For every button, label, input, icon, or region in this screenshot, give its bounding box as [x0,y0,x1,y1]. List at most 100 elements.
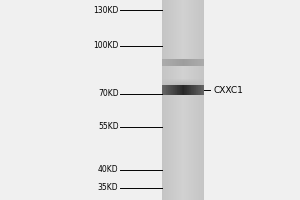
Bar [170,82,171,83]
Bar [178,81,179,82]
Bar [201,84,202,85]
Bar [192,80,193,81]
Bar [189,83,190,84]
Bar [187,81,188,82]
Bar [185,83,186,84]
Bar [164,59,165,66]
Bar [191,78,192,79]
Bar [195,84,196,85]
Bar [198,83,199,84]
Bar [188,59,189,66]
Bar [162,82,163,83]
Bar [178,80,179,81]
Bar [179,85,180,95]
Bar [164,78,165,79]
Bar [191,83,192,84]
Bar [183,79,184,80]
Bar [191,85,192,95]
Bar [197,82,198,83]
Bar [193,0,194,200]
Bar [203,84,204,85]
Bar [164,85,165,95]
Bar [196,59,197,66]
Bar [165,83,166,84]
Bar [185,59,186,66]
Bar [200,80,201,81]
Bar [171,0,172,200]
Bar [193,81,194,82]
Bar [169,85,170,95]
Bar [177,78,178,79]
Bar [188,82,189,83]
Bar [168,79,169,80]
Bar [184,0,185,200]
Bar [170,80,171,81]
Bar [181,79,182,80]
Bar [184,83,185,84]
Bar [187,79,188,80]
Bar [182,0,183,200]
Bar [198,82,199,83]
Bar [193,80,194,81]
Bar [169,83,170,84]
Bar [191,0,192,200]
Bar [179,84,180,85]
Bar [196,83,197,84]
Bar [192,84,193,85]
Bar [181,83,182,84]
Bar [178,83,179,84]
Bar [193,83,194,84]
Bar [173,83,174,84]
Bar [185,81,186,82]
Bar [201,78,202,79]
Bar [188,83,189,84]
Bar [179,79,180,80]
Bar [193,79,194,80]
Bar [173,59,174,66]
Bar [166,79,167,80]
Bar [174,82,175,83]
Bar [164,80,165,81]
Bar [191,80,192,81]
Bar [173,84,174,85]
Bar [169,81,170,82]
Bar [185,80,186,81]
Bar [197,79,198,80]
Bar [172,78,173,79]
Bar [179,80,180,81]
Bar [188,80,189,81]
Bar [162,79,163,80]
Bar [175,83,176,84]
Bar [190,79,191,80]
Bar [167,82,168,83]
Bar [163,78,164,79]
Bar [192,0,193,200]
Bar [198,78,199,79]
Bar [169,84,170,85]
Bar [185,85,186,95]
Bar [171,84,172,85]
Bar [187,83,188,84]
Bar [199,0,200,200]
Bar [163,0,164,200]
Bar [174,83,175,84]
Bar [198,79,199,80]
Bar [190,59,191,66]
Bar [182,80,183,81]
Bar [162,59,163,66]
Bar [169,78,170,79]
Bar [197,84,198,85]
Bar [168,80,169,81]
Bar [198,80,199,81]
Bar [172,0,173,200]
Bar [172,85,173,95]
Bar [194,85,195,95]
Bar [201,80,202,81]
Bar [195,85,196,95]
Bar [188,84,189,85]
Bar [168,78,169,79]
Bar [174,81,175,82]
Bar [199,78,200,79]
Bar [172,80,173,81]
Bar [187,84,188,85]
